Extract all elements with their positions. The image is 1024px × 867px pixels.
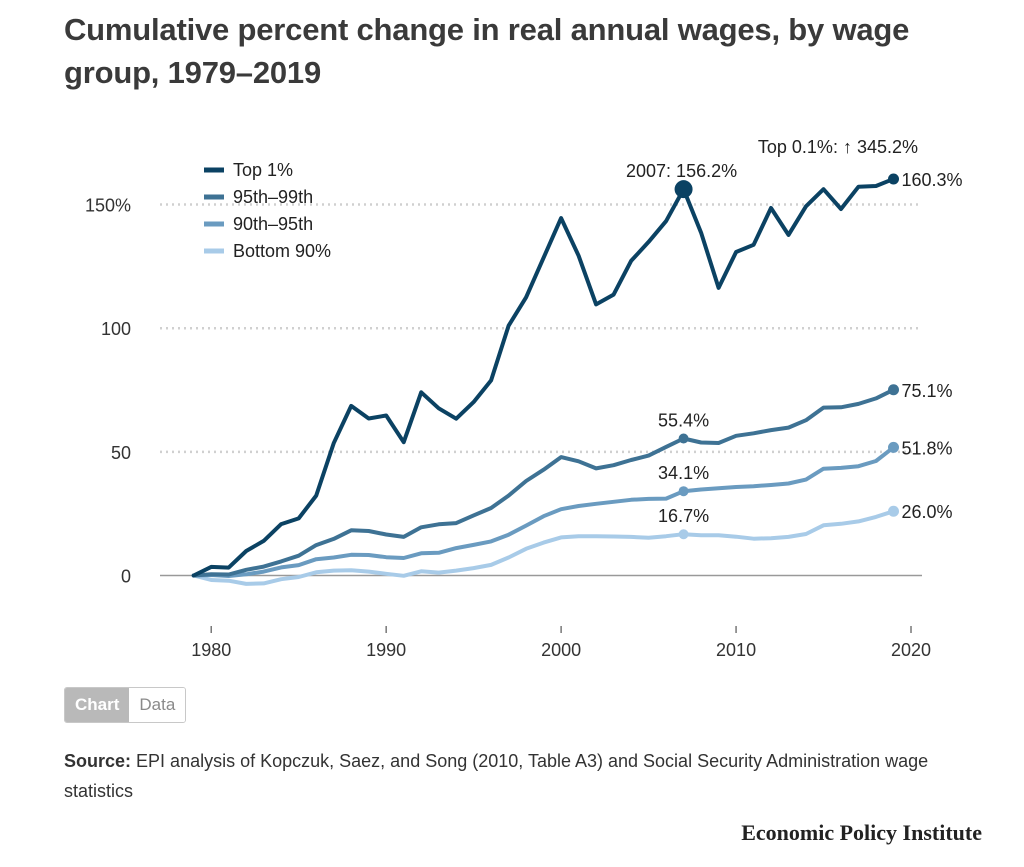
- x-tick-label-2000: 2000: [541, 640, 581, 660]
- chart-title: Cumulative percent change in real annual…: [64, 12, 910, 90]
- end-point-p95_99: [888, 384, 900, 396]
- chart-tab-button[interactable]: Chart: [65, 688, 130, 722]
- series-line-p95_99: [191, 387, 896, 578]
- mid-label-bottom90: 16.7%: [658, 506, 709, 526]
- source-note: Source: EPI analysis of Kopczuk, Saez, a…: [64, 746, 944, 806]
- top-note: Top 0.1%: ↑ 345.2%: [758, 137, 918, 157]
- x-tick-label-2020: 2020: [891, 640, 931, 660]
- y-tick-label-150: 150%: [85, 196, 131, 216]
- end-point-p90_95: [888, 441, 900, 453]
- peak-label-top1: 2007: 156.2%: [626, 161, 737, 181]
- series-line-bottom90: [191, 509, 896, 586]
- y-tick-label-100: 100: [101, 319, 131, 339]
- mid-point-bottom90: [678, 529, 689, 540]
- x-tick-label-1990: 1990: [366, 640, 406, 660]
- legend-label-top1: Top 1%: [233, 160, 293, 180]
- data-tab-button[interactable]: Data: [129, 688, 186, 722]
- end-label-p95_99: 75.1%: [902, 381, 953, 401]
- y-tick-label-0: 0: [121, 567, 131, 587]
- peak-point-top1: [674, 180, 693, 199]
- x-tick-label-2010: 2010: [716, 640, 756, 660]
- end-point-top1: [888, 173, 900, 185]
- legend: Top 1% 95th–99th 90th–95th Bottom 90%: [204, 160, 331, 261]
- chart-data-toggle: Chart Data: [64, 687, 187, 723]
- mid-point-p90_95: [678, 486, 689, 497]
- x-tick-label-1980: 1980: [191, 640, 231, 660]
- grid-lines: [160, 203, 922, 577]
- source-text: EPI analysis of Kopczuk, Saez, and Song …: [64, 751, 929, 801]
- series-line-p90_95: [191, 445, 896, 578]
- end-label-top1: 160.3%: [902, 170, 963, 190]
- end-point-bottom90: [888, 505, 900, 517]
- legend-label-p95_99: 95th–99th: [233, 187, 313, 207]
- series-lines: [191, 173, 900, 586]
- line-chart: 0 50 100 150% 1980 1990 2000 2010 2020 160.3% 75.…: [85, 137, 963, 660]
- mid-point-p95_99: [678, 433, 689, 444]
- mid-label-p90_95: 34.1%: [658, 463, 709, 483]
- y-tick-label-50: 50: [111, 443, 131, 463]
- end-label-bottom90: 26.0%: [902, 502, 953, 522]
- data-labels: 160.3% 75.1% 51.8% 26.0% 2007: 156.2% 55.4% 34…: [626, 137, 963, 540]
- end-label-p90_95: 51.8%: [902, 438, 953, 458]
- legend-label-p90_95: 90th–95th: [233, 214, 313, 234]
- brand-logo: Economic Policy Institute: [741, 820, 982, 845]
- legend-label-bottom90: Bottom 90%: [233, 241, 331, 261]
- mid-label-p95_99: 55.4%: [658, 411, 709, 431]
- series-line-top1: [191, 177, 896, 578]
- axes: 0 50 100 150% 1980 1990 2000 2010 2020: [85, 196, 931, 660]
- source-label: Source:: [64, 751, 132, 771]
